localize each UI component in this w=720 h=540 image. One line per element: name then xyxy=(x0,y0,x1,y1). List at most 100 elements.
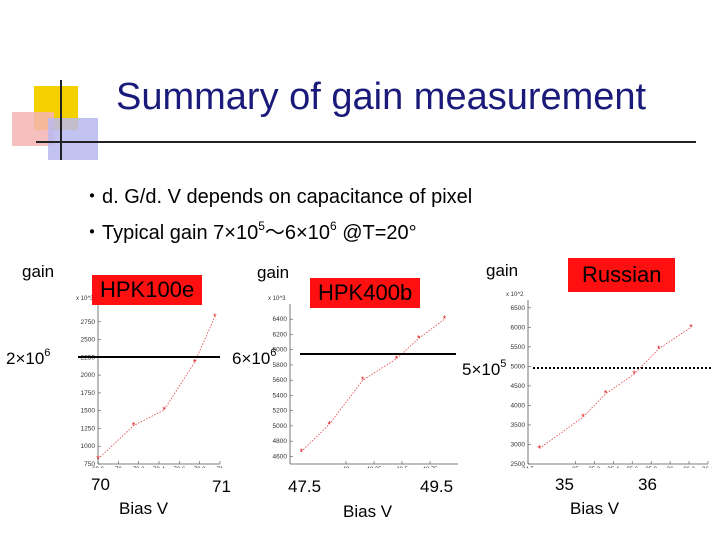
bias-tick-70: 70 xyxy=(91,475,110,494)
x-tick-label: 36.2 xyxy=(683,467,695,468)
y-tick-label: 5200 xyxy=(273,408,288,415)
y-tick-label: 5600 xyxy=(273,377,288,384)
ref-base: 2×10 xyxy=(6,349,45,368)
bullet-typical-gain: ・Typical gain 7×105〜6×106 @T=20° xyxy=(82,216,417,245)
y-tick-label: 2750 xyxy=(81,319,96,326)
chip-hpk100e: HPK100e xyxy=(92,275,203,305)
y-tick-label: 1500 xyxy=(81,408,96,415)
x-tick-label: 35.4 xyxy=(607,467,619,468)
x-tick-label: 48.75 xyxy=(422,467,438,468)
y-tick-label: 6000 xyxy=(273,347,288,354)
x-tick-label: 48.5 xyxy=(396,467,408,468)
bias-label-2: Bias V xyxy=(343,502,393,521)
plot-russian: x 10^2 2500 3000 3500 4000 4500 5000 5500 6000 65… xyxy=(506,292,712,468)
x-tick-label: 35.8 xyxy=(645,467,657,468)
data-point: * xyxy=(443,314,447,324)
y-tick-label: 3000 xyxy=(511,441,526,448)
ref-label-5e5: 5×105 xyxy=(462,358,506,380)
ref-base: 5×10 xyxy=(462,360,501,379)
y-tick-label: 2000 xyxy=(81,372,96,379)
data-point: * xyxy=(213,312,217,322)
y-tick-label: 5400 xyxy=(273,392,288,399)
data-point: * xyxy=(132,421,136,431)
ref-label-6e6: 6×106 xyxy=(232,347,276,369)
data-point: * xyxy=(581,412,585,422)
data-point: * xyxy=(657,344,661,354)
ref-line-russian xyxy=(533,367,711,369)
data-point: * xyxy=(632,369,636,379)
data-point: * xyxy=(395,354,399,364)
x-tick-label: 35 xyxy=(572,467,579,468)
y-tick-label: 4600 xyxy=(273,453,288,460)
axis-multiplier: x 10^3 xyxy=(76,296,94,302)
bias-tick-49-5: 49.5 xyxy=(420,477,454,496)
y-tick-label: 5500 xyxy=(511,344,526,351)
ref-base: 6×10 xyxy=(232,349,271,368)
bias-tick-47-5: 47.5 xyxy=(288,477,322,496)
y-tick-label: 6500 xyxy=(511,305,526,312)
ref-line-hpk400b xyxy=(300,353,456,355)
data-point: * xyxy=(96,454,100,464)
y-tick-label: 3500 xyxy=(511,422,526,429)
series-line xyxy=(97,316,216,460)
x-tick-label: 48.25 xyxy=(366,467,382,468)
axis-multiplier: x 10^3 xyxy=(268,296,286,302)
y-tick-label: 6000 xyxy=(511,324,526,331)
data-point: * xyxy=(162,405,166,415)
x-tick-label: 70 xyxy=(115,467,122,468)
bias-label-1: Bias V xyxy=(119,499,169,518)
slide-title: Summary of gain measurement xyxy=(116,76,647,118)
x-tick-label: 70.8 xyxy=(194,467,206,468)
bias-tick-35: 35 xyxy=(555,475,574,494)
y-tick-label: 5000 xyxy=(273,423,288,430)
y-tick-label: 1250 xyxy=(81,425,96,432)
y-tick-label: 5800 xyxy=(273,362,288,369)
chip-russian: Russian xyxy=(568,258,676,292)
y-tick-label: 6200 xyxy=(273,331,288,338)
ref-exp: 6 xyxy=(270,347,277,359)
x-tick-label: 36.4 xyxy=(702,467,712,468)
data-point: * xyxy=(689,322,693,332)
x-tick-label: 35.2 xyxy=(588,467,600,468)
title-rule xyxy=(36,141,696,143)
x-tick-label: 70.6 xyxy=(173,467,185,468)
data-point: * xyxy=(538,443,542,453)
bullet-gain-post: @T=20° xyxy=(336,222,417,244)
bullet-capacitance: ・d. G/d. V depends on capacitance of pix… xyxy=(82,186,473,208)
y-tick-label: 750 xyxy=(84,461,95,468)
data-point: * xyxy=(361,375,365,385)
chip-hpk400b: HPK400b xyxy=(310,278,421,308)
title-decoration-vline xyxy=(60,80,62,160)
bullet-gain-mid: 〜6×10 xyxy=(264,222,330,244)
x-tick-label: 70.2 xyxy=(133,467,145,468)
x-tick-label: 69.8 xyxy=(92,467,104,468)
y-tick-label: 4000 xyxy=(511,402,526,409)
axis-multiplier: x 10^2 xyxy=(506,292,524,298)
title-decoration-red xyxy=(12,112,54,146)
plot-hpk100e: x 10^37501000125015001750200022502500275… xyxy=(76,296,224,468)
x-tick-label: 35.6 xyxy=(626,467,638,468)
x-tick-label: 36 xyxy=(667,467,674,468)
series-line xyxy=(300,318,445,453)
y-tick-label: 4500 xyxy=(511,383,526,390)
data-point: * xyxy=(327,419,331,429)
bias-tick-36: 36 xyxy=(638,475,657,494)
x-tick-label: 71 xyxy=(217,467,224,468)
bullet-gain-pre: ・Typical gain 7×10 xyxy=(82,222,259,244)
bias-label-3: Bias V xyxy=(570,499,620,518)
bullet-gain-exp1: 5 xyxy=(258,219,265,233)
bias-tick-71: 71 xyxy=(212,477,231,496)
y-tick-label: 1750 xyxy=(81,390,96,397)
gain-label-2: gain xyxy=(257,263,290,282)
y-tick-label: 4800 xyxy=(273,438,288,445)
gain-label-1: gain xyxy=(22,262,55,281)
data-point: * xyxy=(299,447,303,457)
y-tick-label: 2500 xyxy=(81,337,96,344)
x-tick-label: 34.5 xyxy=(522,467,534,468)
ref-exp: 6 xyxy=(44,347,51,359)
y-tick-label: 6400 xyxy=(273,316,288,323)
ref-exp: 5 xyxy=(500,358,507,370)
x-tick-label: 70.4 xyxy=(153,467,165,468)
data-point: * xyxy=(417,333,421,343)
data-point: * xyxy=(193,357,197,367)
